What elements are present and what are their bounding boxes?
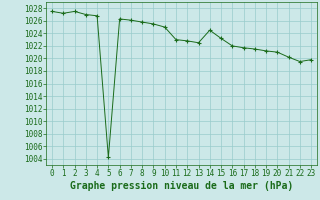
X-axis label: Graphe pression niveau de la mer (hPa): Graphe pression niveau de la mer (hPa)	[70, 181, 293, 191]
